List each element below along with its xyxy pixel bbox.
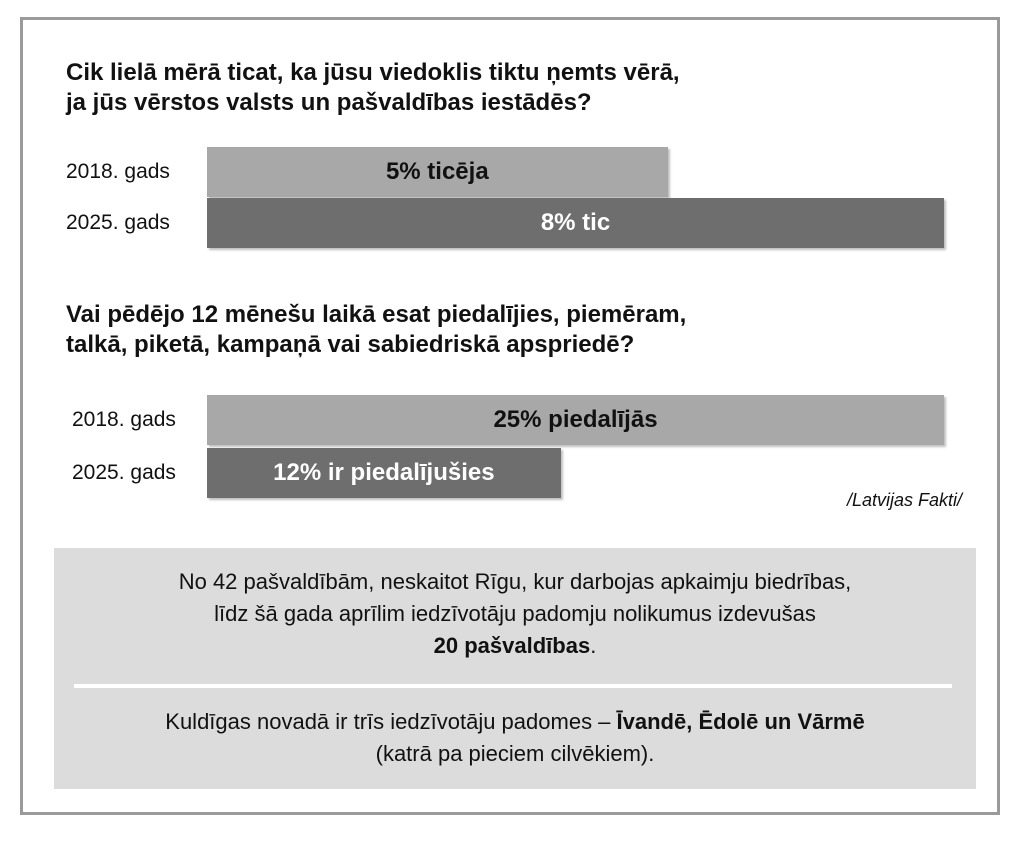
info-box: No 42 pašvaldībām, neskaitot Rīgu, kur d… — [54, 548, 976, 789]
chart2-category-label: 2018. gads — [72, 408, 176, 431]
info-p2-line1: Kuldīgas novadā ir trīs iedzīvotāju pado… — [54, 706, 976, 738]
info-paragraph-1: No 42 pašvaldībām, neskaitot Rīgu, kur d… — [54, 566, 976, 662]
chart1-title: Cik lielā mērā ticat, ka jūsu viedoklis … — [66, 58, 680, 118]
chart1-value-label: 8% tic — [540, 209, 611, 236]
info-p1-line1: No 42 pašvaldībām, neskaitot Rīgu, kur d… — [178, 569, 852, 594]
chart1-value-label: 5% ticēja — [385, 158, 489, 185]
chart2-bar: 25% piedalījās — [207, 395, 944, 445]
chart2-bar: 12% ir piedalījušies — [207, 448, 561, 498]
chart1-title-line1: Cik lielā mērā ticat, ka jūsu viedoklis … — [66, 59, 680, 86]
info-p2-start: Kuldīgas novadā ir trīs iedzīvotāju pado… — [165, 709, 617, 734]
chart1-title-line2: ja jūs vērstos valsts un pašvaldības ies… — [66, 89, 592, 116]
chart1-bar: 5% ticēja — [207, 147, 668, 197]
chart2-title-line1: Vai pēdējo 12 mēnešu laikā esat piedalīj… — [66, 301, 687, 328]
info-paragraph-2: Kuldīgas novadā ir trīs iedzīvotāju pado… — [54, 706, 976, 770]
chart1-category-label: 2025. gads — [66, 211, 170, 234]
info-p2-line2: (katrā pa pieciem cilvēkiem). — [375, 741, 655, 766]
chart1-category-label: 2018. gads — [66, 160, 170, 183]
info-p1-line3: 20 pašvaldības. — [54, 630, 976, 662]
chart2-title-line2: talkā, piketā, kampaņā vai sabiedriskā a… — [66, 331, 635, 358]
chart2-value-label: 25% piedalījās — [493, 406, 658, 433]
info-p1-line2: līdz šā gada aprīlim iedzīvotāju padomju… — [214, 601, 816, 626]
info-p1-highlight: 20 pašvaldības — [433, 633, 591, 658]
source-label: /Latvijas Fakti/ — [846, 490, 962, 510]
info-divider — [74, 684, 952, 688]
chart2-title: Vai pēdējo 12 mēnešu laikā esat piedalīj… — [66, 300, 686, 360]
info-p1-end: . — [590, 633, 597, 658]
info-p2-highlight: Īvandē, Ēdolē un Vārmē — [616, 709, 865, 734]
chart1-bar: 8% tic — [207, 198, 944, 248]
chart2-category-label: 2025. gads — [72, 461, 176, 484]
chart2-value-label: 12% ir piedalījušies — [273, 459, 495, 486]
